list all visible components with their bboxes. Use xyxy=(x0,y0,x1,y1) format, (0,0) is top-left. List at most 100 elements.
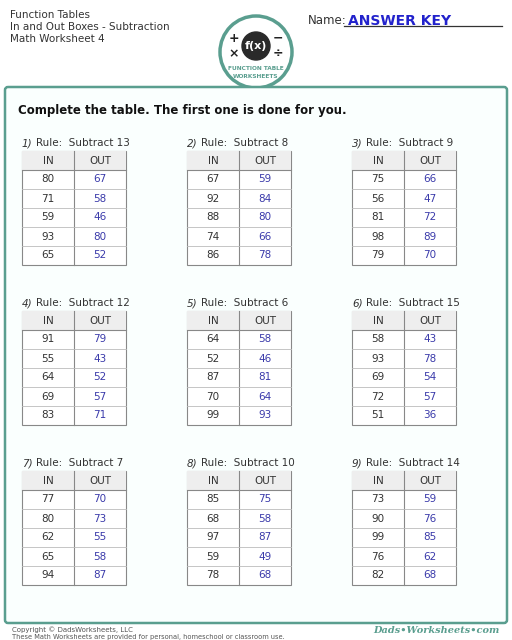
Text: Dads•Worksheets•com: Dads•Worksheets•com xyxy=(374,626,500,635)
Text: +: + xyxy=(229,31,239,45)
Text: 65: 65 xyxy=(41,552,55,561)
Text: 78: 78 xyxy=(423,353,437,364)
Text: Rule:  Subtract 9: Rule: Subtract 9 xyxy=(366,138,453,148)
Text: OUT: OUT xyxy=(254,476,276,486)
Bar xyxy=(22,311,126,425)
Text: 9): 9) xyxy=(352,458,362,468)
Text: 68: 68 xyxy=(423,570,437,580)
Text: Rule:  Subtract 7: Rule: Subtract 7 xyxy=(36,458,123,468)
Text: 85: 85 xyxy=(206,495,220,504)
Text: 89: 89 xyxy=(423,232,437,241)
Text: IN: IN xyxy=(42,156,53,166)
Text: 81: 81 xyxy=(259,372,272,383)
Text: These Math Worksheets are provided for personal, homeschool or classroom use.: These Math Worksheets are provided for p… xyxy=(12,634,285,640)
Text: 80: 80 xyxy=(93,232,106,241)
Text: 88: 88 xyxy=(206,212,220,223)
Text: Complete the table. The first one is done for you.: Complete the table. The first one is don… xyxy=(18,104,347,117)
Text: ÷: ÷ xyxy=(273,47,283,61)
Text: f(x): f(x) xyxy=(245,41,267,51)
Bar xyxy=(0,0,512,88)
Text: 99: 99 xyxy=(206,410,220,420)
Text: IN: IN xyxy=(208,316,219,326)
Text: OUT: OUT xyxy=(89,316,111,326)
Text: 1): 1) xyxy=(22,138,33,148)
Text: 49: 49 xyxy=(259,552,272,561)
Text: OUT: OUT xyxy=(419,476,441,486)
Text: 57: 57 xyxy=(423,392,437,401)
Text: IN: IN xyxy=(42,316,53,326)
Bar xyxy=(22,471,126,585)
Text: 55: 55 xyxy=(41,353,55,364)
Text: 58: 58 xyxy=(371,335,385,344)
Text: 77: 77 xyxy=(41,495,55,504)
FancyBboxPatch shape xyxy=(5,87,507,623)
Text: Function Tables: Function Tables xyxy=(10,10,90,20)
Text: FUNCTION TABLE: FUNCTION TABLE xyxy=(228,65,284,70)
Text: 64: 64 xyxy=(41,372,55,383)
Text: 3): 3) xyxy=(352,138,362,148)
Text: OUT: OUT xyxy=(254,156,276,166)
Text: Rule:  Subtract 15: Rule: Subtract 15 xyxy=(366,298,460,308)
Text: Name:: Name: xyxy=(308,14,347,27)
Text: Rule:  Subtract 12: Rule: Subtract 12 xyxy=(36,298,130,308)
Text: ×: × xyxy=(229,47,239,61)
Text: 90: 90 xyxy=(371,513,385,524)
Text: 73: 73 xyxy=(93,513,106,524)
Bar xyxy=(352,471,456,585)
Text: Rule:  Subtract 10: Rule: Subtract 10 xyxy=(201,458,295,468)
Text: 7): 7) xyxy=(22,458,33,468)
Text: 66: 66 xyxy=(423,175,437,184)
Bar xyxy=(22,151,126,170)
Text: 8): 8) xyxy=(187,458,198,468)
Bar xyxy=(187,311,291,330)
Bar xyxy=(187,151,291,265)
Bar xyxy=(352,151,456,170)
Text: 81: 81 xyxy=(371,212,385,223)
Text: 74: 74 xyxy=(206,232,220,241)
Bar xyxy=(352,151,456,265)
Text: 92: 92 xyxy=(206,193,220,204)
Text: 70: 70 xyxy=(423,250,437,260)
Text: 93: 93 xyxy=(259,410,272,420)
Text: Rule:  Subtract 6: Rule: Subtract 6 xyxy=(201,298,288,308)
Text: 93: 93 xyxy=(371,353,385,364)
Text: 91: 91 xyxy=(41,335,55,344)
Text: 80: 80 xyxy=(259,212,271,223)
Text: 70: 70 xyxy=(93,495,106,504)
Text: OUT: OUT xyxy=(419,316,441,326)
Text: 59: 59 xyxy=(41,212,55,223)
Bar xyxy=(352,311,456,425)
Text: 80: 80 xyxy=(41,513,55,524)
Bar xyxy=(22,311,126,330)
Circle shape xyxy=(242,32,270,60)
Text: 58: 58 xyxy=(93,193,106,204)
Text: IN: IN xyxy=(208,476,219,486)
Text: 84: 84 xyxy=(259,193,272,204)
Text: 75: 75 xyxy=(259,495,272,504)
Text: 78: 78 xyxy=(259,250,272,260)
Text: 76: 76 xyxy=(371,552,385,561)
Text: 69: 69 xyxy=(371,372,385,383)
Text: Math Worksheet 4: Math Worksheet 4 xyxy=(10,34,104,44)
Text: 46: 46 xyxy=(259,353,272,364)
Text: In and Out Boxes - Subtraction: In and Out Boxes - Subtraction xyxy=(10,22,169,32)
Text: ANSWER KEY: ANSWER KEY xyxy=(348,14,451,28)
Text: 43: 43 xyxy=(423,335,437,344)
Bar xyxy=(22,151,126,265)
Text: −: − xyxy=(273,31,283,45)
Text: 86: 86 xyxy=(206,250,220,260)
Text: 36: 36 xyxy=(423,410,437,420)
Text: 78: 78 xyxy=(206,570,220,580)
Text: IN: IN xyxy=(373,156,383,166)
Text: 65: 65 xyxy=(41,250,55,260)
Bar xyxy=(187,311,291,425)
Text: 58: 58 xyxy=(259,335,272,344)
Text: WORKSHEETS: WORKSHEETS xyxy=(233,74,279,79)
Bar xyxy=(187,471,291,585)
Text: 72: 72 xyxy=(423,212,437,223)
Text: 85: 85 xyxy=(423,532,437,543)
Text: Rule:  Subtract 14: Rule: Subtract 14 xyxy=(366,458,460,468)
Bar xyxy=(187,151,291,170)
Text: 71: 71 xyxy=(41,193,55,204)
Text: 66: 66 xyxy=(259,232,272,241)
